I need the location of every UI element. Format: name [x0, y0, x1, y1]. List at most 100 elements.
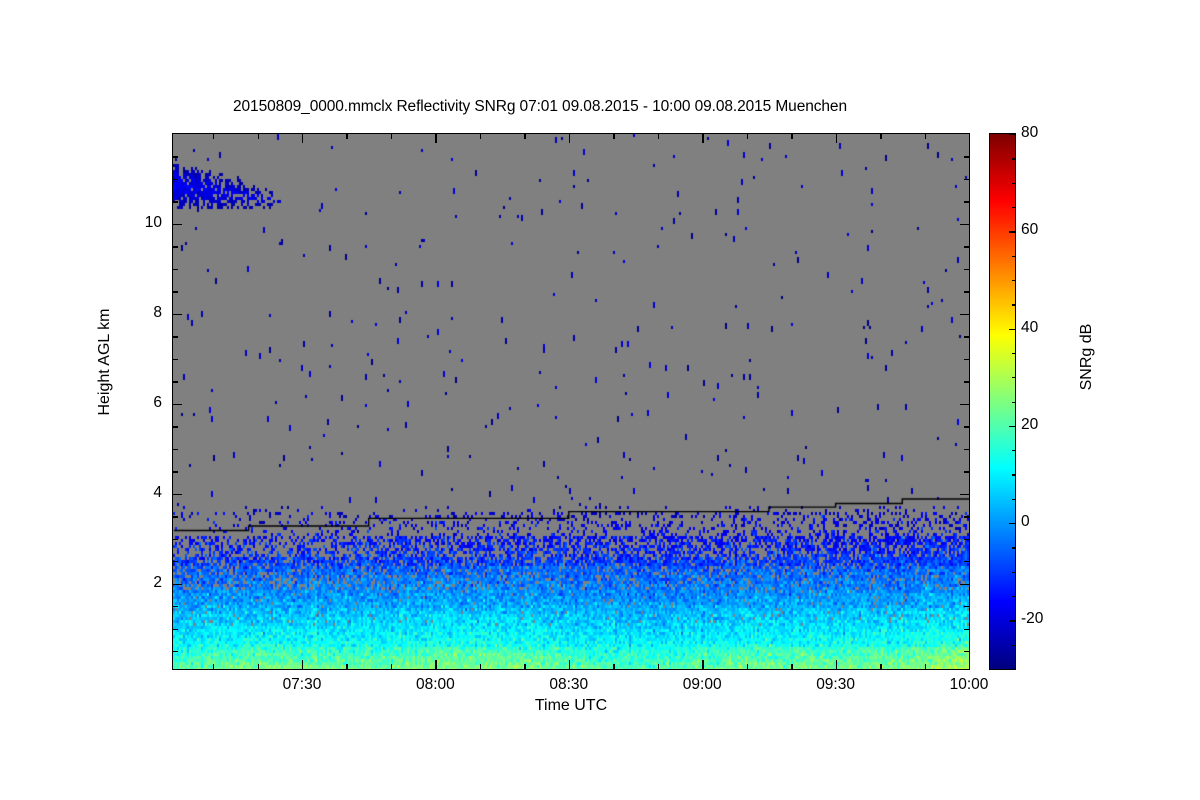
- y-tick-left: [173, 583, 182, 585]
- colorbar-tick: [1009, 328, 1015, 330]
- y-tick-right: [964, 156, 969, 158]
- colorbar-tick: [1009, 523, 1015, 525]
- y-tick-left: [173, 651, 178, 653]
- colorbar-tick-label: -20: [1021, 610, 1044, 628]
- y-tick-left: [173, 403, 182, 406]
- x-axis-title: Time UTC: [534, 697, 608, 714]
- x-tick-bottom: [924, 664, 927, 669]
- x-tick-top: [613, 134, 615, 139]
- x-tick-label: 08:30: [549, 676, 589, 693]
- page-title: 20150809_0000.mmclx Reflectivity SNRg 07…: [233, 98, 847, 115]
- colorbar-tick: [1009, 231, 1015, 233]
- colorbar-tick: [1012, 279, 1015, 282]
- colorbar-tick: [1012, 304, 1015, 306]
- y-tick-label: 4: [153, 483, 162, 501]
- y-tick-left: [173, 561, 178, 563]
- x-tick-top: [746, 134, 749, 139]
- y-tick-left: [173, 178, 178, 181]
- x-tick-top: [302, 134, 304, 143]
- y-tick-right: [964, 291, 969, 293]
- y-tick-left: [173, 471, 178, 473]
- y-tick-left: [173, 156, 178, 158]
- x-tick-label: 10:00: [949, 676, 989, 693]
- y-tick-left: [173, 381, 178, 383]
- y-tick-right: [960, 493, 969, 496]
- colorbar-tick: [1012, 352, 1015, 355]
- x-tick-top: [657, 134, 660, 139]
- x-tick-bottom: [746, 664, 749, 669]
- colorbar-tick: [1012, 474, 1015, 476]
- y-tick-right: [964, 628, 969, 630]
- y-tick-right: [964, 201, 969, 203]
- y-tick-right: [964, 606, 969, 608]
- x-tick-bottom: [702, 660, 704, 669]
- y-tick-label: 8: [153, 303, 162, 321]
- x-tick-top: [257, 134, 259, 139]
- colorbar-tick-label: 40: [1021, 318, 1039, 336]
- x-tick-top: [213, 134, 215, 139]
- y-tick-left: [173, 201, 178, 203]
- y-tick-left: [173, 448, 178, 451]
- y-tick-right: [964, 178, 969, 181]
- colorbar-tick-label: 60: [1021, 221, 1039, 239]
- x-tick-top: [346, 134, 348, 139]
- x-tick-top: [435, 134, 437, 143]
- x-tick-top: [791, 134, 793, 139]
- colorbar-tick: [1012, 377, 1015, 379]
- colorbar-tick-label: 80: [1021, 124, 1039, 141]
- y-tick-right: [964, 268, 969, 271]
- x-tick-label: 09:30: [816, 676, 855, 693]
- y-tick-left: [173, 313, 182, 316]
- y-tick-right: [964, 538, 969, 540]
- y-tick-right: [964, 358, 969, 361]
- colorbar-tick: [1009, 134, 1015, 136]
- colorbar-tick: [1012, 571, 1015, 574]
- x-tick-label: 07:30: [282, 676, 322, 693]
- x-tick-bottom: [613, 664, 615, 669]
- y-tick-right: [964, 651, 969, 653]
- y-tick-right: [960, 313, 969, 316]
- colorbar-tick: [1012, 158, 1015, 160]
- y-tick-left: [173, 628, 178, 630]
- y-tick-left: [173, 606, 178, 608]
- y-tick-right: [964, 516, 969, 518]
- y-tick-right: [964, 448, 969, 451]
- y-tick-right: [964, 336, 969, 338]
- x-tick-bottom: [213, 664, 215, 669]
- y-tick-left: [173, 493, 182, 496]
- colorbar-tick: [1012, 401, 1015, 403]
- colorbar[interactable]: [989, 133, 1016, 670]
- y-tick-right: [964, 246, 969, 248]
- x-tick-top: [524, 134, 526, 139]
- colorbar-tick: [1012, 255, 1015, 257]
- y-tick-left: [173, 336, 178, 338]
- y-tick-left: [173, 538, 178, 540]
- y-tick-left: [173, 268, 178, 271]
- y-tick-left: [173, 426, 178, 428]
- y-tick-label: 2: [153, 573, 162, 591]
- colorbar-tick: [1012, 669, 1015, 671]
- colorbar-tick: [1012, 450, 1015, 452]
- plot-area[interactable]: [172, 133, 970, 670]
- x-tick-bottom: [524, 664, 526, 669]
- y-tick-right: [964, 471, 969, 473]
- colorbar-tick: [1012, 206, 1015, 209]
- colorbar-tick: [1009, 425, 1015, 428]
- x-tick-top: [880, 134, 882, 139]
- y-tick-right: [960, 403, 969, 406]
- y-tick-right: [960, 583, 969, 585]
- x-tick-top: [835, 134, 838, 143]
- x-tick-top: [568, 134, 571, 143]
- x-tick-label: 08:00: [415, 676, 455, 693]
- colorbar-tick-label: 0: [1021, 513, 1030, 531]
- colorbar-title: SNRg dB: [1078, 323, 1095, 391]
- y-tick-right: [960, 223, 969, 226]
- colorbar-tick: [1009, 620, 1015, 622]
- y-tick-left: [173, 246, 178, 248]
- y-tick-label: 6: [153, 393, 162, 411]
- y-tick-left: [173, 516, 178, 518]
- x-tick-bottom: [880, 664, 882, 669]
- colorbar-tick: [1012, 182, 1015, 184]
- y-tick-right: [964, 561, 969, 563]
